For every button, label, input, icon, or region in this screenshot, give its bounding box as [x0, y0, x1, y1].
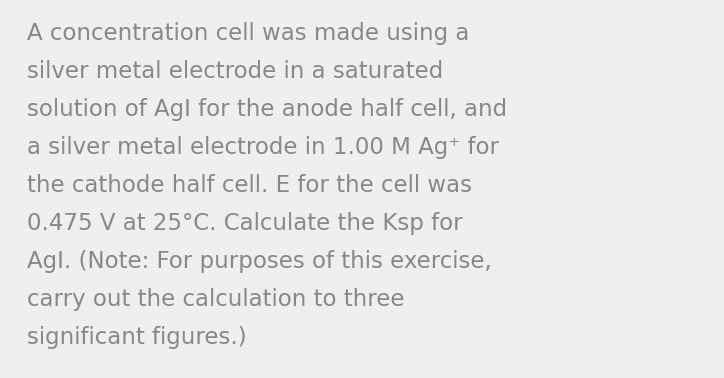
Text: a silver metal electrode in 1.00 M Ag⁺ for: a silver metal electrode in 1.00 M Ag⁺ f… — [27, 136, 499, 159]
Text: 0.475 V at 25°C. Calculate the Ksp for: 0.475 V at 25°C. Calculate the Ksp for — [27, 212, 463, 235]
Text: silver metal electrode in a saturated: silver metal electrode in a saturated — [27, 60, 443, 83]
Text: carry out the calculation to three: carry out the calculation to three — [27, 288, 405, 311]
Text: significant figures.): significant figures.) — [27, 326, 247, 349]
Text: A concentration cell was made using a: A concentration cell was made using a — [27, 22, 469, 45]
Text: solution of AgI for the anode half cell, and: solution of AgI for the anode half cell,… — [27, 98, 507, 121]
Text: the cathode half cell. E for the cell was: the cathode half cell. E for the cell wa… — [27, 174, 472, 197]
Text: AgI. (Note: For purposes of this exercise,: AgI. (Note: For purposes of this exercis… — [27, 250, 492, 273]
